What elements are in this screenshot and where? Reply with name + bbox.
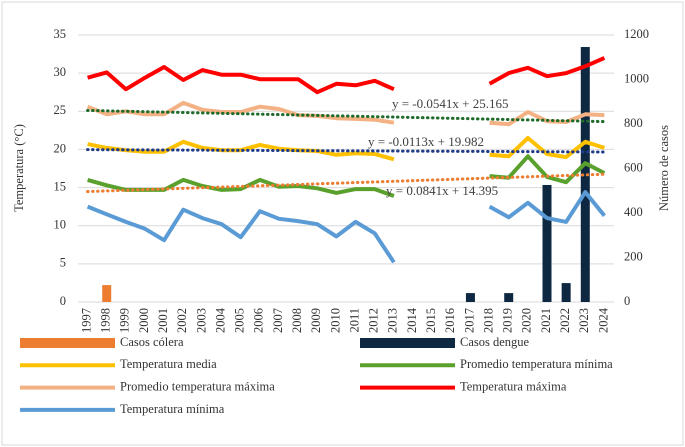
x-tick-label: 2017: [462, 308, 476, 333]
x-tick-label: 2004: [213, 307, 227, 333]
y2-tick-label: 1000: [624, 71, 649, 85]
y2-tick-label: 200: [624, 249, 643, 263]
bar: [542, 184, 552, 302]
legend-label: Promedio temperatura máxima: [120, 379, 275, 393]
legend-label: Casos cólera: [120, 335, 184, 349]
y-tick-label: 20: [54, 141, 67, 155]
x-tick-label: 2009: [309, 308, 323, 333]
trendline: [86, 172, 606, 194]
legend-label: Casos dengue: [460, 335, 530, 349]
trendline-label: y = -0.0541x + 25.165: [392, 96, 509, 111]
y-tick-label: 0: [60, 294, 66, 308]
y2-tick-label: 400: [624, 205, 643, 219]
x-tick-label: 2019: [501, 308, 515, 333]
x-tick-label: 2006: [252, 308, 266, 333]
y-tick-label: 25: [54, 103, 67, 117]
legend-label: Temperatura máxima: [460, 379, 567, 393]
x-tick-label: 2002: [175, 308, 189, 333]
x-tick-label: 2010: [328, 308, 342, 333]
x-tick-label: 2015: [424, 308, 438, 333]
trendline: [86, 108, 606, 124]
line-series: [86, 190, 606, 264]
y-tick-label: 10: [54, 218, 67, 232]
y-tick-label: 30: [54, 65, 67, 79]
y-tick-label: 5: [60, 256, 66, 270]
x-tick-label: 2022: [558, 308, 572, 333]
y2-tick-label: 1200: [624, 27, 649, 41]
x-tick-label: 2014: [405, 307, 419, 333]
x-tick-label: 2018: [481, 308, 495, 333]
y2-tick-label: 800: [624, 116, 643, 130]
x-tick-label: 2016: [443, 308, 457, 333]
x-tick-label: 2008: [290, 308, 304, 333]
trendline-label: y = -0.0113x + 19.982: [368, 134, 484, 149]
x-tick-label: 2003: [194, 308, 208, 333]
bar: [504, 293, 514, 302]
x-tick-label: 1997: [79, 308, 93, 333]
bar: [102, 285, 112, 302]
legend-swatch: [20, 338, 115, 348]
y2-tick-label: 600: [624, 160, 643, 174]
line-series: [87, 56, 606, 95]
y2-axis-title: Número de casos: [657, 125, 671, 211]
x-tick-label: 1999: [118, 308, 132, 333]
x-tick-label: 2001: [156, 308, 170, 333]
legend-label: Temperatura media: [120, 357, 217, 371]
legend-label: Promedio temperatura mínima: [460, 357, 613, 371]
bar: [580, 47, 590, 302]
x-tick-label: 2024: [596, 307, 610, 333]
x-tick-label: 2023: [577, 308, 591, 333]
trendline-label: y = 0.0841x + 14.395: [386, 183, 498, 198]
y2-tick-label: 0: [624, 294, 630, 308]
bar: [465, 293, 475, 302]
x-tick-label: 2000: [137, 308, 151, 333]
x-tick-label: 2007: [271, 308, 285, 333]
y-tick-label: 15: [54, 179, 67, 193]
x-tick-label: 2021: [539, 308, 553, 333]
trendline: [86, 148, 606, 154]
legend-label: Temperatura mínima: [120, 402, 225, 416]
y-tick-label: 35: [54, 27, 67, 41]
x-tick-label: 2012: [367, 308, 381, 333]
legend-swatch: [360, 338, 455, 348]
x-tick-label: 2020: [520, 308, 534, 333]
x-tick-label: 2005: [233, 308, 247, 333]
x-tick-label: 1998: [99, 308, 113, 333]
x-tick-label: 2011: [347, 308, 361, 333]
bar: [561, 283, 571, 302]
x-tick-label: 2013: [386, 308, 400, 333]
y-axis-title: Temperatura (°C): [12, 124, 26, 212]
